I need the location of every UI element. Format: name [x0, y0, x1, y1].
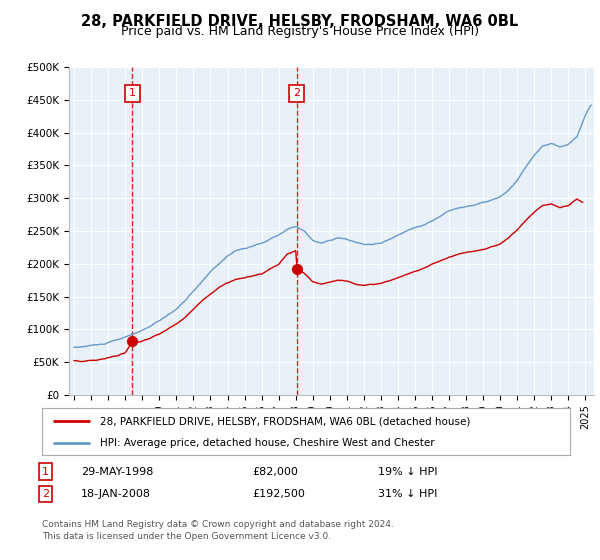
Text: 28, PARKFIELD DRIVE, HELSBY, FRODSHAM, WA6 0BL (detached house): 28, PARKFIELD DRIVE, HELSBY, FRODSHAM, W…: [100, 416, 470, 426]
Text: 28, PARKFIELD DRIVE, HELSBY, FRODSHAM, WA6 0BL: 28, PARKFIELD DRIVE, HELSBY, FRODSHAM, W…: [82, 14, 518, 29]
Text: 31% ↓ HPI: 31% ↓ HPI: [378, 489, 437, 499]
Text: Contains HM Land Registry data © Crown copyright and database right 2024.: Contains HM Land Registry data © Crown c…: [42, 520, 394, 529]
Text: £192,500: £192,500: [252, 489, 305, 499]
Text: 19% ↓ HPI: 19% ↓ HPI: [378, 466, 437, 477]
Text: 2: 2: [293, 88, 300, 99]
Text: 29-MAY-1998: 29-MAY-1998: [81, 466, 154, 477]
Text: This data is licensed under the Open Government Licence v3.0.: This data is licensed under the Open Gov…: [42, 532, 331, 541]
Text: 1: 1: [129, 88, 136, 99]
Text: HPI: Average price, detached house, Cheshire West and Chester: HPI: Average price, detached house, Ches…: [100, 438, 435, 448]
Text: 2: 2: [42, 489, 49, 499]
Text: 1: 1: [42, 466, 49, 477]
Text: 18-JAN-2008: 18-JAN-2008: [81, 489, 151, 499]
Text: Price paid vs. HM Land Registry's House Price Index (HPI): Price paid vs. HM Land Registry's House …: [121, 25, 479, 38]
Text: £82,000: £82,000: [252, 466, 298, 477]
